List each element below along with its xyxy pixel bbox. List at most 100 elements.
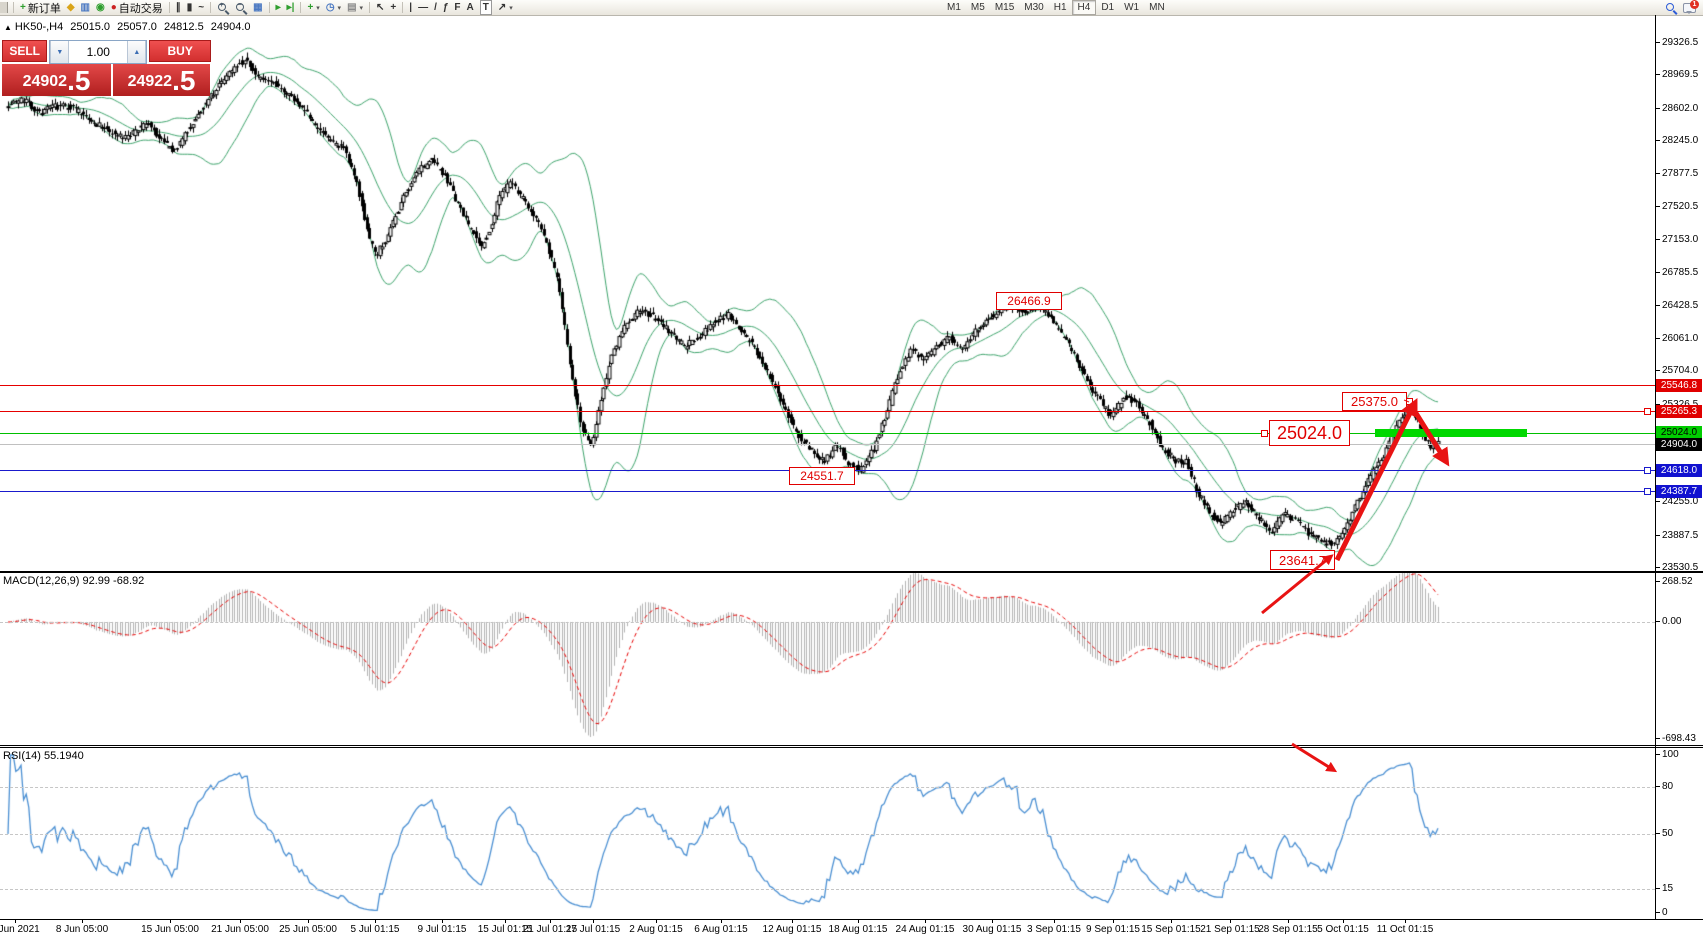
trendline-button[interactable]: / [431, 1, 440, 14]
chart-title: ▲ HK50-,H4 25015.0 25057.0 24812.5 24904.… [4, 21, 255, 33]
price-label-24551.7[interactable]: 24551.7 [789, 467, 855, 485]
horizontal-line-button[interactable]: — [415, 1, 431, 14]
buy-price-main: 24922 [127, 73, 173, 90]
axis-tick-label: 25326.5 [1662, 399, 1698, 410]
axis-tick-label: 24255.0 [1662, 496, 1699, 507]
macd-canvas[interactable] [0, 573, 1656, 745]
price-label-26466.9[interactable]: 26466.9 [996, 292, 1062, 310]
main-macd-separator[interactable] [0, 571, 1703, 573]
time-label: 9 Sep 01:15 [1086, 924, 1140, 935]
timeframe-button-w1[interactable]: W1 [1124, 2, 1140, 13]
axis-tick-dash [1656, 911, 1660, 913]
new-order-button-glyph: + [20, 2, 26, 13]
periods-button-dropdown-icon[interactable]: ▾ [337, 4, 342, 12]
search-icon[interactable] [1665, 2, 1677, 15]
line-handle[interactable] [1644, 467, 1651, 474]
chart-shift-button[interactable]: ▸| [284, 1, 298, 14]
axis-tick-dash [1656, 500, 1660, 502]
axis-tick-dash [1656, 534, 1660, 536]
indicators-button[interactable]: + ▾ [304, 1, 322, 14]
sell-price-display[interactable]: 24902 .5 [2, 64, 111, 96]
timeframe-button-m15[interactable]: M15 [994, 2, 1015, 13]
cursor-button[interactable]: ↖ [373, 1, 387, 14]
buy-button[interactable]: BUY [149, 40, 211, 62]
time-tick [858, 920, 859, 923]
time-label: 15 Jun 05:00 [141, 924, 199, 935]
timeframe-button-m5[interactable]: M5 [970, 2, 985, 13]
time-label: 18 Aug 01:15 [828, 924, 888, 935]
timeframe-button-m30[interactable]: M30 [1024, 2, 1044, 13]
timeframe-button-h1[interactable]: H1 [1053, 2, 1067, 13]
macd-rsi-separator-1[interactable] [0, 745, 1703, 746]
axis-tick: 27520.5 [1656, 201, 1703, 213]
price-label-25024.0[interactable]: 25024.0 [1269, 420, 1350, 446]
clipped-toolbar-icon[interactable] [0, 2, 8, 13]
horizontal-line-25265.3[interactable] [0, 411, 1655, 412]
axis-tick-dash [1656, 369, 1660, 371]
periods-button[interactable]: ◷ ▾ [323, 1, 344, 14]
toolbar-separator [13, 2, 14, 13]
crosshair-button[interactable]: + [387, 1, 399, 14]
bar-chart-icon[interactable]: ∥ [173, 1, 184, 14]
signals-icon[interactable]: ◉ [93, 1, 108, 14]
axis-tick-label: 28969.5 [1662, 69, 1699, 80]
notifications-icon[interactable]: 1 [1683, 0, 1699, 14]
tile-windows-icon[interactable]: ▦ [250, 1, 265, 14]
timeframe-button-mn[interactable]: MN [1149, 2, 1165, 13]
volume-decrease-button[interactable]: ▼ [50, 41, 70, 63]
volume-increase-button[interactable]: ▲ [127, 41, 147, 63]
line-handle[interactable] [1406, 398, 1413, 405]
new-order-button[interactable]: + 新订单 [17, 1, 64, 15]
market-watch-icon[interactable]: ▥ [78, 1, 93, 14]
arrows-button[interactable]: ↗ ▾ [495, 1, 516, 14]
toolbar-right-group: 1 [1665, 0, 1699, 15]
axis-tick-dash [1656, 238, 1660, 240]
axis-tick-label: 0 [1662, 907, 1668, 918]
zoom-out-button[interactable]: − [232, 1, 250, 15]
line-handle[interactable] [1261, 430, 1268, 437]
profiles-icon[interactable]: ◆ [64, 1, 78, 14]
templates-button[interactable]: ▤ ▾ [344, 1, 366, 14]
line-handle[interactable] [1644, 408, 1651, 415]
sell-button[interactable]: SELL [2, 40, 48, 62]
text-label-button[interactable]: T [477, 0, 495, 15]
timeframe-button-m1[interactable]: M1 [947, 2, 961, 13]
fibonacci-button[interactable]: ƒ [440, 1, 452, 14]
horizontal-line-24387.7[interactable] [0, 491, 1655, 492]
horizontal-line-25024.0[interactable] [0, 433, 1655, 434]
line-chart-icon[interactable]: ~ [195, 1, 207, 14]
volume-input[interactable]: 1.00 [86, 45, 110, 59]
axis-tick-label: 28602.0 [1662, 103, 1699, 114]
rsi-canvas[interactable] [0, 748, 1656, 919]
axis-tick-dash [1656, 580, 1660, 582]
collapse-triangle-icon[interactable]: ▲ [4, 23, 12, 32]
line-handle[interactable] [1644, 488, 1651, 495]
time-tick [593, 920, 594, 923]
axis-tick: 268.52 [1656, 576, 1703, 588]
support-zone-bar[interactable] [1375, 429, 1527, 437]
indicators-button-glyph: + [307, 2, 314, 13]
zoom-in-button[interactable]: + [214, 1, 232, 15]
text-button[interactable]: A [464, 1, 477, 14]
arrows-button-dropdown-icon[interactable]: ▾ [509, 4, 513, 12]
autotrading-button[interactable]: ● 自动交易 [108, 1, 166, 15]
timeframe-button-d1[interactable]: D1 [1101, 2, 1115, 13]
buy-price-display[interactable]: 24922 .5 [113, 64, 210, 96]
chart-shift-button-glyph: ▸| [286, 2, 295, 13]
horizontal-line-25546.8[interactable] [0, 385, 1655, 386]
templates-button-dropdown-icon[interactable]: ▾ [359, 4, 364, 12]
vertical-line-button[interactable]: | [406, 1, 415, 14]
price-label-25375.0[interactable]: 25375.0 [1342, 392, 1407, 411]
text-label-button-glyph: T [479, 0, 492, 15]
indicators-button-dropdown-icon[interactable]: ▾ [316, 4, 320, 12]
horizontal-line-24904.0[interactable] [0, 444, 1655, 445]
indicator-gridline [0, 834, 1655, 835]
main-chart-canvas[interactable] [0, 15, 1656, 571]
candlestick-chart-icon[interactable]: ▮ [184, 1, 196, 14]
auto-scroll-button[interactable]: ▸ [273, 1, 284, 14]
price-label-23641.7[interactable]: 23641.7 [1270, 550, 1335, 570]
cursor-button-glyph: ↖ [376, 2, 385, 13]
timeframe-button-h4[interactable]: H4 [1071, 0, 1097, 15]
axis-tick: 0.00 [1656, 616, 1703, 628]
fibonacci-expansion-button[interactable]: F [451, 1, 463, 14]
